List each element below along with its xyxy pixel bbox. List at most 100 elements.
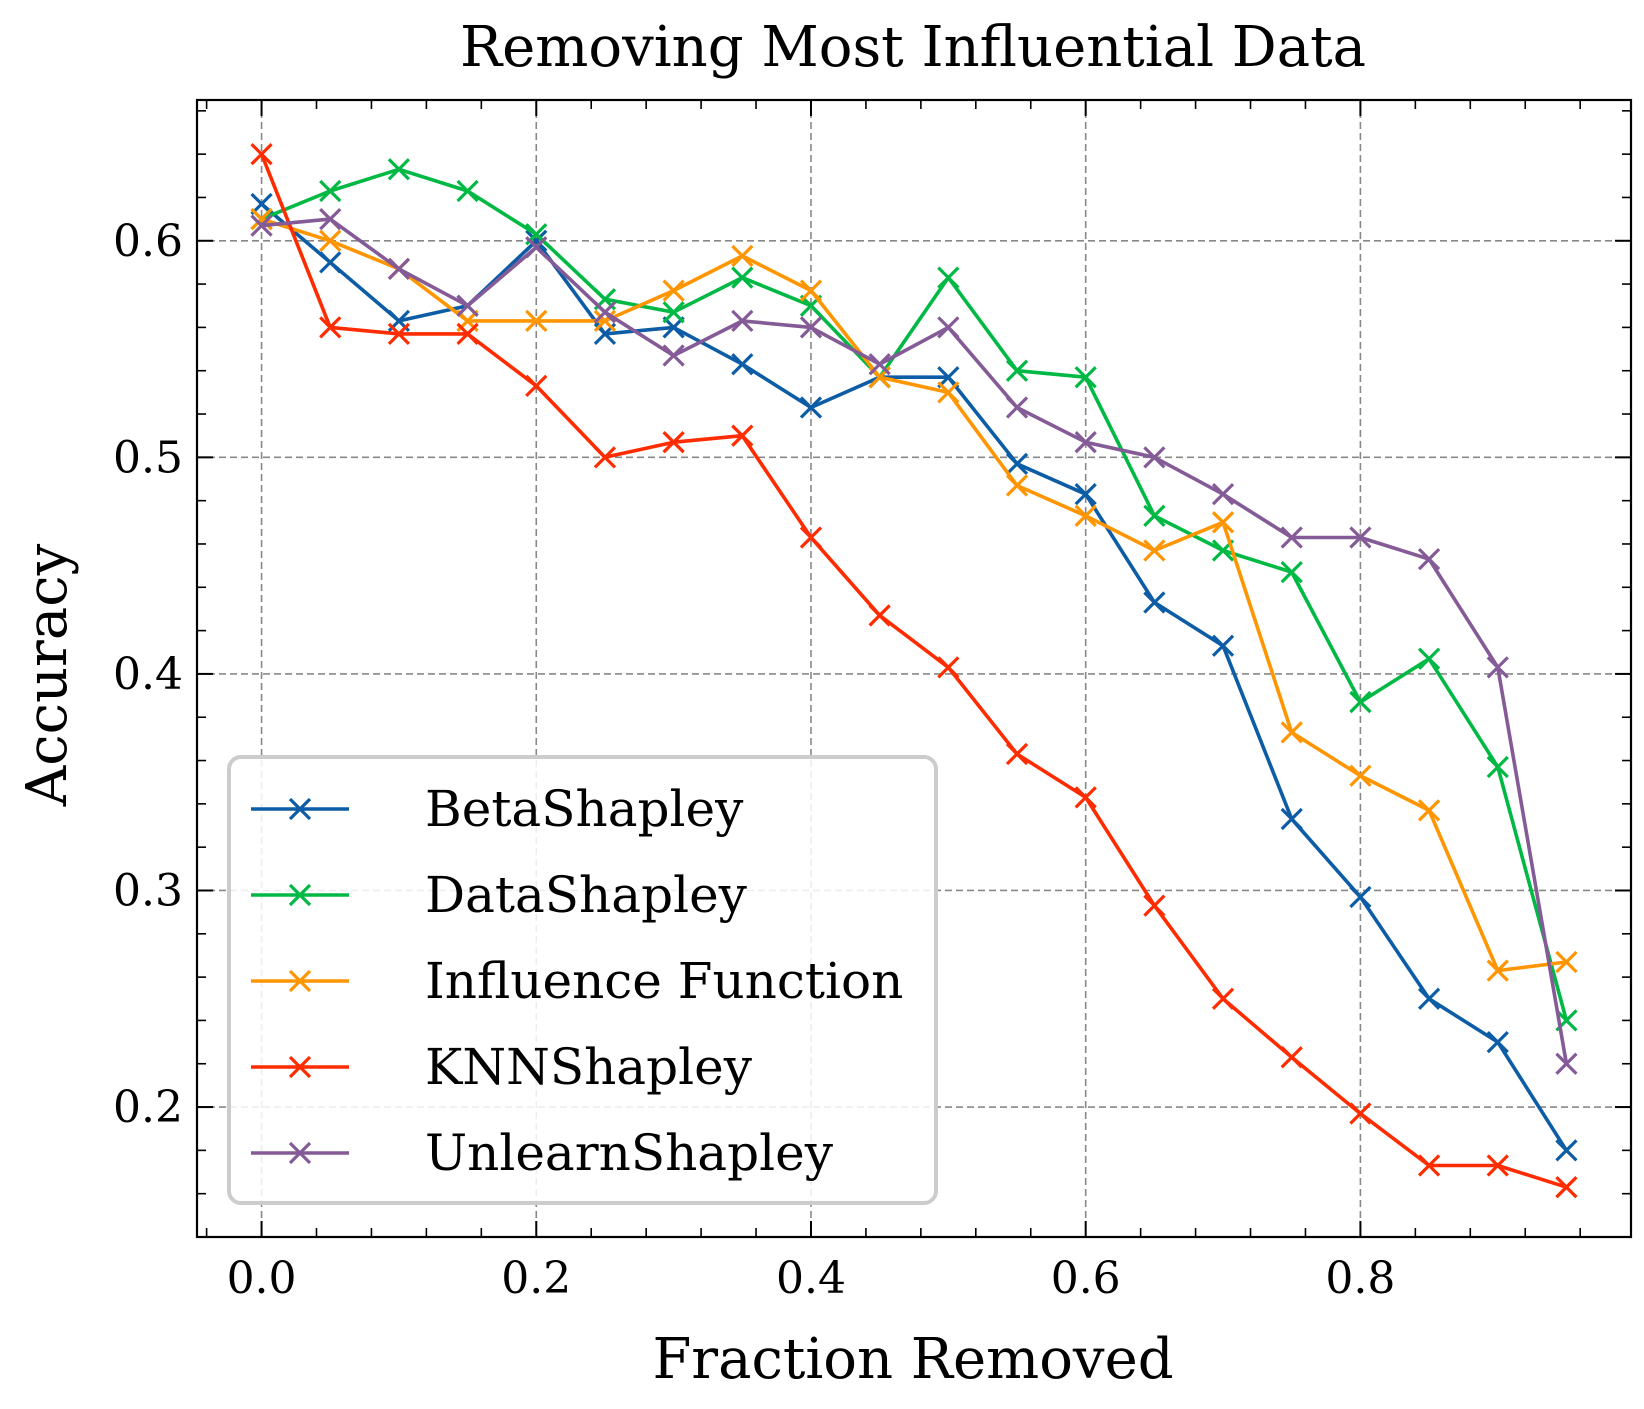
- data-point-marker: [319, 251, 342, 274]
- legend-label: UnlearnShapley: [425, 1124, 834, 1182]
- data-point-marker: [799, 526, 823, 549]
- legend-label: DataShapley: [425, 866, 748, 924]
- data-point-marker: [1417, 799, 1441, 822]
- legend-entry-unlearnshapley: UnlearnShapley: [251, 1124, 834, 1182]
- legend-marker: [288, 969, 312, 993]
- legend-entry-betashapley: BetaShapley: [251, 780, 744, 838]
- data-point-marker: [1211, 483, 1235, 506]
- chart-title: Removing Most Influential Data: [460, 15, 1366, 80]
- data-point-marker: [319, 229, 342, 252]
- data-point-marker: [1486, 1030, 1509, 1054]
- data-point-marker: [1349, 764, 1372, 787]
- data-point-marker: [1555, 950, 1578, 974]
- legend-marker: [288, 1141, 312, 1165]
- data-point-marker: [319, 179, 342, 203]
- legend-label: KNNShapley: [425, 1038, 753, 1096]
- data-point-marker: [1280, 526, 1303, 549]
- data-point-marker: [1349, 1102, 1372, 1125]
- data-point-marker: [1486, 656, 1509, 679]
- data-point-marker: [1555, 1176, 1578, 1199]
- data-point-marker: [1005, 452, 1029, 475]
- data-point-marker: [593, 301, 617, 324]
- data-point-marker: [731, 244, 754, 268]
- data-point-marker: [662, 431, 685, 454]
- legend-label: Influence Function: [425, 952, 903, 1010]
- data-point-marker: [1211, 987, 1235, 1010]
- data-point-marker: [731, 424, 754, 447]
- data-point-marker: [250, 143, 273, 166]
- data-point-marker: [662, 279, 685, 302]
- data-point-marker: [1417, 987, 1441, 1010]
- series-line: [261, 217, 1569, 1065]
- data-point-marker: [1005, 742, 1029, 766]
- data-point-marker: [319, 316, 342, 339]
- data-point-marker: [1486, 1154, 1509, 1177]
- data-point-marker: [1417, 547, 1441, 571]
- data-point-marker: [456, 179, 479, 203]
- x-tick-label: 0.2: [501, 1253, 571, 1304]
- data-point-marker: [387, 257, 411, 281]
- data-point-marker: [525, 236, 548, 259]
- data-point-marker: [662, 301, 685, 324]
- data-point-marker: [387, 158, 411, 181]
- data-point-marker: [937, 266, 960, 289]
- data-point-marker: [937, 316, 960, 339]
- data-point-marker: [593, 446, 617, 469]
- legend-marker: [288, 797, 312, 821]
- data-point-marker: [1005, 396, 1029, 419]
- y-tick-label: 0.4: [113, 649, 183, 700]
- data-point-marker: [1074, 431, 1097, 454]
- data-point-marker: [1143, 446, 1166, 469]
- data-point-marker: [1005, 359, 1029, 382]
- data-point-marker: [593, 309, 617, 333]
- x-tick-label: 0.8: [1325, 1253, 1395, 1304]
- series-line: [260, 167, 1569, 1021]
- data-point-marker: [1486, 755, 1509, 779]
- data-point-marker: [1280, 560, 1303, 584]
- data-point-marker: [1555, 1139, 1578, 1162]
- data-point-marker: [1211, 634, 1235, 657]
- data-point-marker: [525, 229, 548, 252]
- data-point-marker: [731, 266, 754, 289]
- data-point-marker: [456, 322, 479, 346]
- data-point-marker: [1486, 959, 1509, 982]
- y-tick-label: 0.5: [113, 432, 183, 483]
- data-point-marker: [1280, 1046, 1303, 1069]
- data-point-marker: [1211, 511, 1235, 534]
- plot-area-border: [195, 98, 1633, 1239]
- y-tick-label: 0.2: [113, 1082, 183, 1133]
- data-point-marker: [319, 207, 342, 231]
- x-tick-label: 0.6: [1051, 1253, 1121, 1304]
- series-line: [261, 217, 1567, 973]
- data-point-marker: [731, 309, 754, 333]
- data-point-marker: [1143, 504, 1166, 527]
- legend-label: BetaShapley: [425, 780, 744, 838]
- data-point-marker: [387, 322, 411, 346]
- legend-marker: [288, 1055, 312, 1079]
- data-point-marker: [1280, 807, 1303, 831]
- data-point-marker: [1349, 885, 1372, 909]
- data-point-marker: [1074, 504, 1097, 527]
- y-axis-label: Accuracy: [15, 543, 80, 807]
- data-point-marker: [1349, 690, 1372, 714]
- y-tick-label: 0.3: [113, 865, 183, 916]
- data-point-marker: [868, 353, 891, 376]
- data-point-marker: [525, 309, 548, 333]
- data-point-marker: [1074, 786, 1097, 809]
- data-point-marker: [1417, 647, 1441, 670]
- legend-entry-datashapley: DataShapley: [251, 866, 748, 924]
- data-point-marker: [937, 656, 960, 679]
- series-knnshapley: [250, 143, 1578, 1199]
- legend-box: [227, 755, 938, 1205]
- x-tick-label: 0.0: [227, 1253, 297, 1304]
- data-point-marker: [1555, 1052, 1578, 1075]
- data-point-marker: [1417, 1154, 1441, 1177]
- x-tick-label: 0.4: [776, 1253, 846, 1304]
- data-point-marker: [799, 396, 823, 419]
- data-point-marker: [799, 316, 823, 339]
- data-point-marker: [456, 294, 479, 317]
- data-point-marker: [525, 374, 548, 398]
- data-point-marker: [1005, 474, 1029, 497]
